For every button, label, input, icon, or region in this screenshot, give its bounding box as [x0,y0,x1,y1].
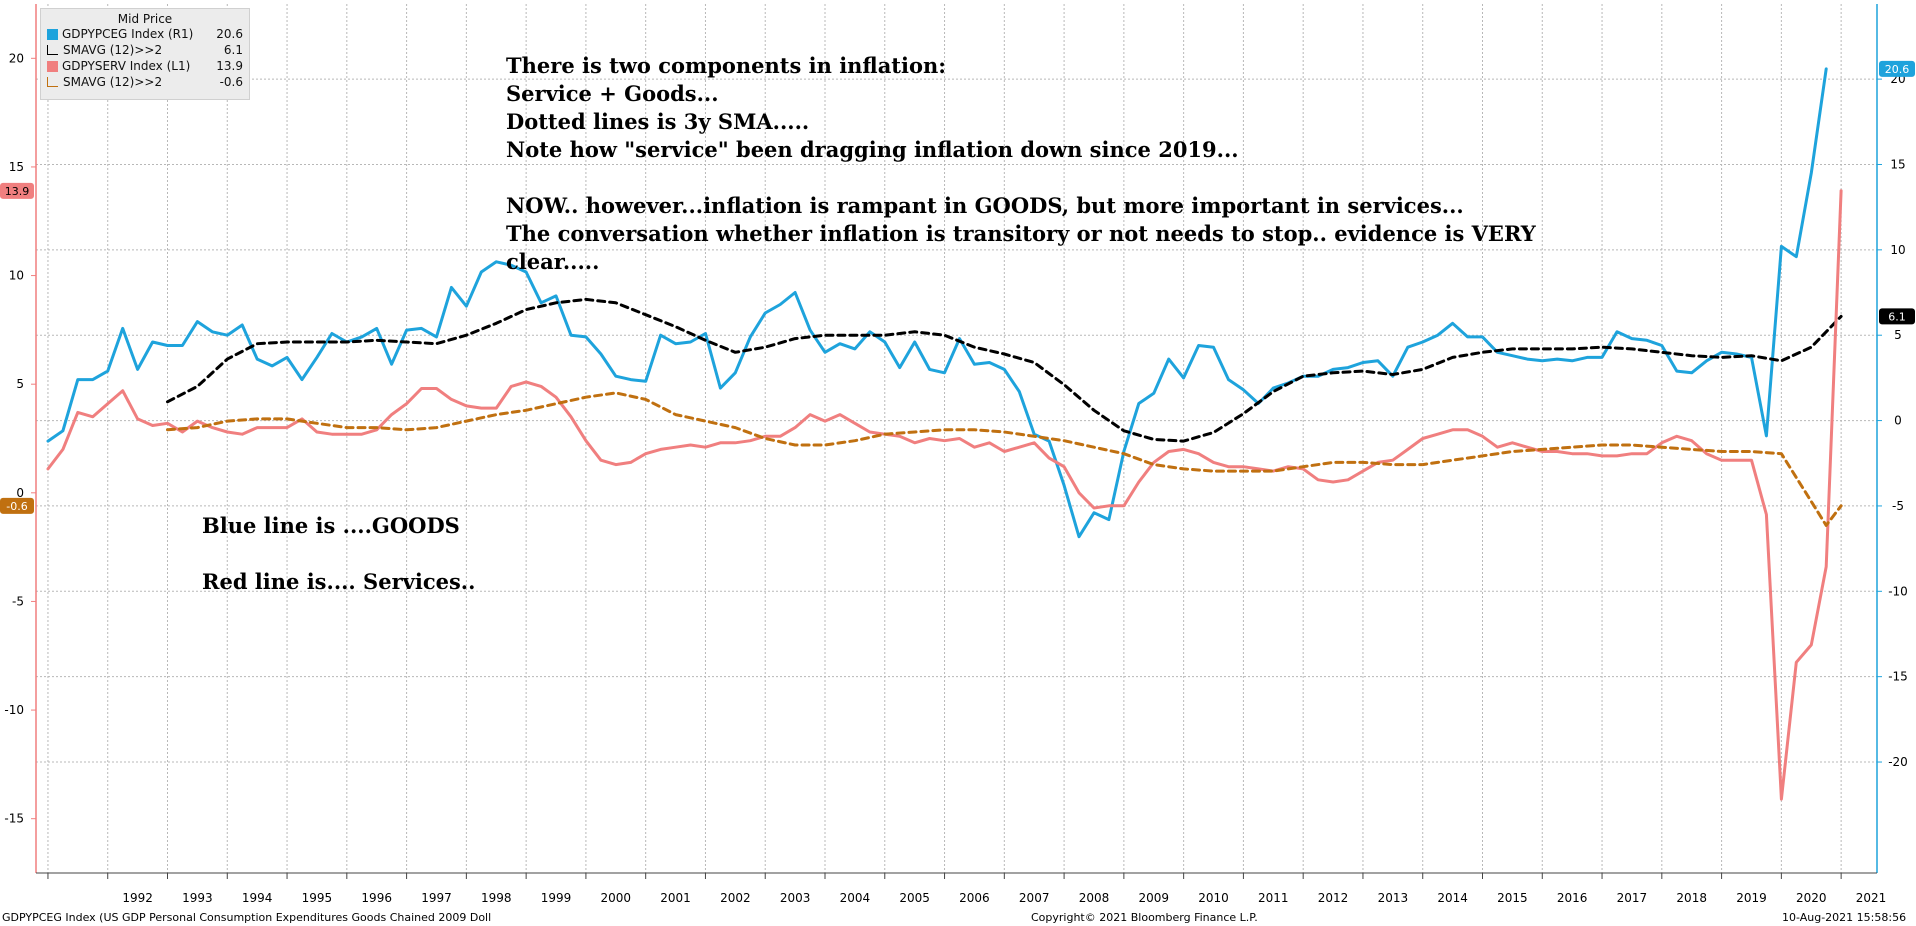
x-tick-label: 2014 [1437,891,1468,905]
legend-item-value: 13.9 [216,59,243,73]
legend-item-services: GDPYSERV Index (L1) 13.9 [41,58,249,74]
x-tick-label: 2019 [1736,891,1767,905]
legend-item-goods: GDPYPCEG Index (R1) 20.6 [41,26,249,42]
x-tick-label: 2003 [780,891,811,905]
x-tick-label: 2018 [1676,891,1707,905]
main-annotation: There is two components in inflation: Se… [506,52,1536,276]
x-tick-label: 1993 [182,891,213,905]
series-line-3 [166,391,1843,527]
badge-services-sma: -0.6 [0,497,34,514]
series-line-1 [166,297,1843,443]
left-tick-label: -5 [12,594,24,608]
left-tick-label: -15 [4,812,24,826]
badge-services-text: 13.9 [5,185,30,198]
badge-goods-sma: 6.1 [1879,308,1915,325]
right-tick-label: 0 [1894,414,1902,428]
annotation-line [506,164,1536,192]
red-line-note: Red line is.... Services.. [202,569,476,594]
dashed-line-icon [47,77,58,87]
x-tick-label: 2015 [1497,891,1528,905]
series-layer [46,67,1843,801]
gridlines [36,4,1877,873]
annotation-line: Note how "service" been dragging inflati… [506,137,1239,162]
annotation-line: NOW.. however...inflation is rampant in … [506,193,1464,218]
dashed-line-icon [47,45,58,55]
x-tick-label: 2001 [660,891,691,905]
x-tick-label: 2020 [1796,891,1827,905]
axes: 1992 1993 1994 1995 1996 1997 1998 1999 2000 2001… [4,4,1908,905]
legend-item-name: SMAVG (12)>>2 [63,43,163,57]
legend-item-value: -0.6 [219,75,243,89]
x-tick-label: 1992 [122,891,153,905]
footer-copyright: Copyright© 2021 Bloomberg Finance L.P. [1031,911,1258,924]
right-tick-label: -15 [1888,670,1908,684]
x-tick-label: 2017 [1617,891,1648,905]
x-tick-label: 1995 [302,891,333,905]
legend-item-value: 6.1 [223,43,243,57]
blue-line-note: Blue line is ....GOODS [202,513,460,538]
badge-goods-bg [1879,60,1915,77]
annotation-line: clear..... [506,249,600,274]
x-tick-label: 1996 [361,891,392,905]
x-tick-label: 2012 [1318,891,1349,905]
badge-goods-sma-text: 6.1 [1888,310,1906,323]
badge-goods: 20.6 [1879,60,1915,77]
legend-item-name: GDPYPCEG Index (R1) [62,27,194,41]
right-tick-label: -20 [1888,755,1908,769]
x-tick-label: 2007 [1019,891,1050,905]
x-tick-label: 2004 [840,891,871,905]
badge-goods-sma-bg [1879,308,1915,325]
legend-item-services-sma: SMAVG (12)>>2 -0.6 [41,74,249,90]
left-tick-label: 20 [9,51,24,65]
footer-left: GDPYPCEG Index (US GDP Personal Consumpt… [2,911,492,924]
right-tick-label: 5 [1894,328,1902,342]
x-tick-label: 2016 [1557,891,1588,905]
x-tick-label: 2000 [601,891,632,905]
annotation-line: Service + Goods... [506,81,719,106]
x-tick-label: 2009 [1138,891,1169,905]
legend-item-name: SMAVG (12)>>2 [63,75,163,89]
x-tick-label: 1994 [242,891,273,905]
annotation-line: There is two components in inflation: [506,53,947,78]
x-tick-label: 2008 [1079,891,1110,905]
x-tick-label: 1999 [541,891,572,905]
series-line-2 [46,189,1843,801]
right-tick-label: 10 [1890,243,1905,257]
right-tick-label: -10 [1888,584,1908,598]
right-tick-label: 15 [1890,157,1905,171]
goods-swatch-icon [47,28,58,40]
x-tick-label: 2005 [899,891,930,905]
badge-services: 13.9 [0,182,34,199]
footer-timestamp: 10-Aug-2021 15:58:56 [1782,911,1907,924]
left-tick-label: 10 [9,269,24,283]
badge-goods-text: 20.6 [1885,63,1910,76]
services-swatch-icon [47,60,58,72]
x-tick-label: 1998 [481,891,512,905]
legend-item-goods-sma: SMAVG (12)>>2 6.1 [41,42,249,58]
annotation-line: The conversation whether inflation is tr… [506,221,1536,246]
legend-title: Mid Price [117,12,173,26]
annotation-line: Dotted lines is 3y SMA..... [506,109,810,134]
legend-item-name: GDPYSERV Index (L1) [62,59,191,73]
x-tick-label: 2013 [1378,891,1409,905]
left-tick-label: 15 [9,160,24,174]
value-badges: 20.6 6.1 13.9 -0.6 [0,60,1915,514]
x-tick-label: 2006 [959,891,990,905]
badge-services-sma-text: -0.6 [6,500,27,513]
x-tick-label: 2021 [1856,891,1887,905]
legend-item-value: 20.6 [216,27,243,41]
legend: Mid Price GDPYPCEG Index (R1) 20.6 SMAVG… [40,8,250,100]
x-tick-label: 1997 [421,891,452,905]
badge-services-bg [0,182,34,199]
left-tick-label: 0 [16,486,24,500]
right-tick-label: -5 [1892,499,1904,513]
x-tick-label: 2010 [1198,891,1229,905]
left-tick-label: 5 [16,377,24,391]
badge-services-sma-bg [0,497,34,514]
left-tick-label: -10 [4,703,24,717]
x-tick-label: 2002 [720,891,751,905]
x-tick-label: 2011 [1258,891,1289,905]
